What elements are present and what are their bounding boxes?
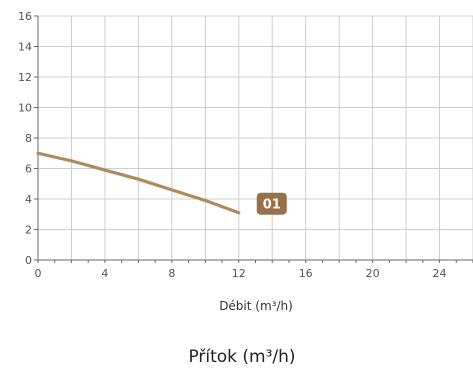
x-tick-labels: 0 4 8 12 16 20 24 xyxy=(35,267,447,280)
series-label-badge xyxy=(256,192,287,215)
y-tick-label: 2 xyxy=(25,224,32,237)
x-tick-label: 8 xyxy=(168,267,175,280)
x-tick-label: 4 xyxy=(101,267,108,280)
x-tick-label: 0 xyxy=(35,267,42,280)
y-tick-label: 12 xyxy=(18,71,32,84)
y-tick-label: 4 xyxy=(25,193,32,206)
y-tick-label: 8 xyxy=(25,132,32,145)
grid xyxy=(38,15,473,260)
x-axis-label: Débit (m³/h) xyxy=(219,299,293,313)
y-tick-label: 0 xyxy=(25,254,32,267)
y-tick-label: 10 xyxy=(18,102,32,115)
series-line xyxy=(36,151,241,215)
x-tick-label: 24 xyxy=(433,267,447,280)
series-label: 01 xyxy=(263,198,281,213)
y-tick-labels: 0 2 4 6 8 10 12 14 16 xyxy=(18,10,32,267)
chart-caption: Přítok (m³/h) xyxy=(188,347,295,367)
y-tick-label: 16 xyxy=(18,10,32,23)
y-tick-label: 14 xyxy=(18,41,32,54)
x-tick-label: 20 xyxy=(366,267,380,280)
series-layer: 01 xyxy=(36,151,287,215)
axes xyxy=(34,15,473,263)
y-tick-label: 6 xyxy=(25,163,32,176)
x-tick-label: 12 xyxy=(232,267,246,280)
x-tick-label: 16 xyxy=(299,267,313,280)
